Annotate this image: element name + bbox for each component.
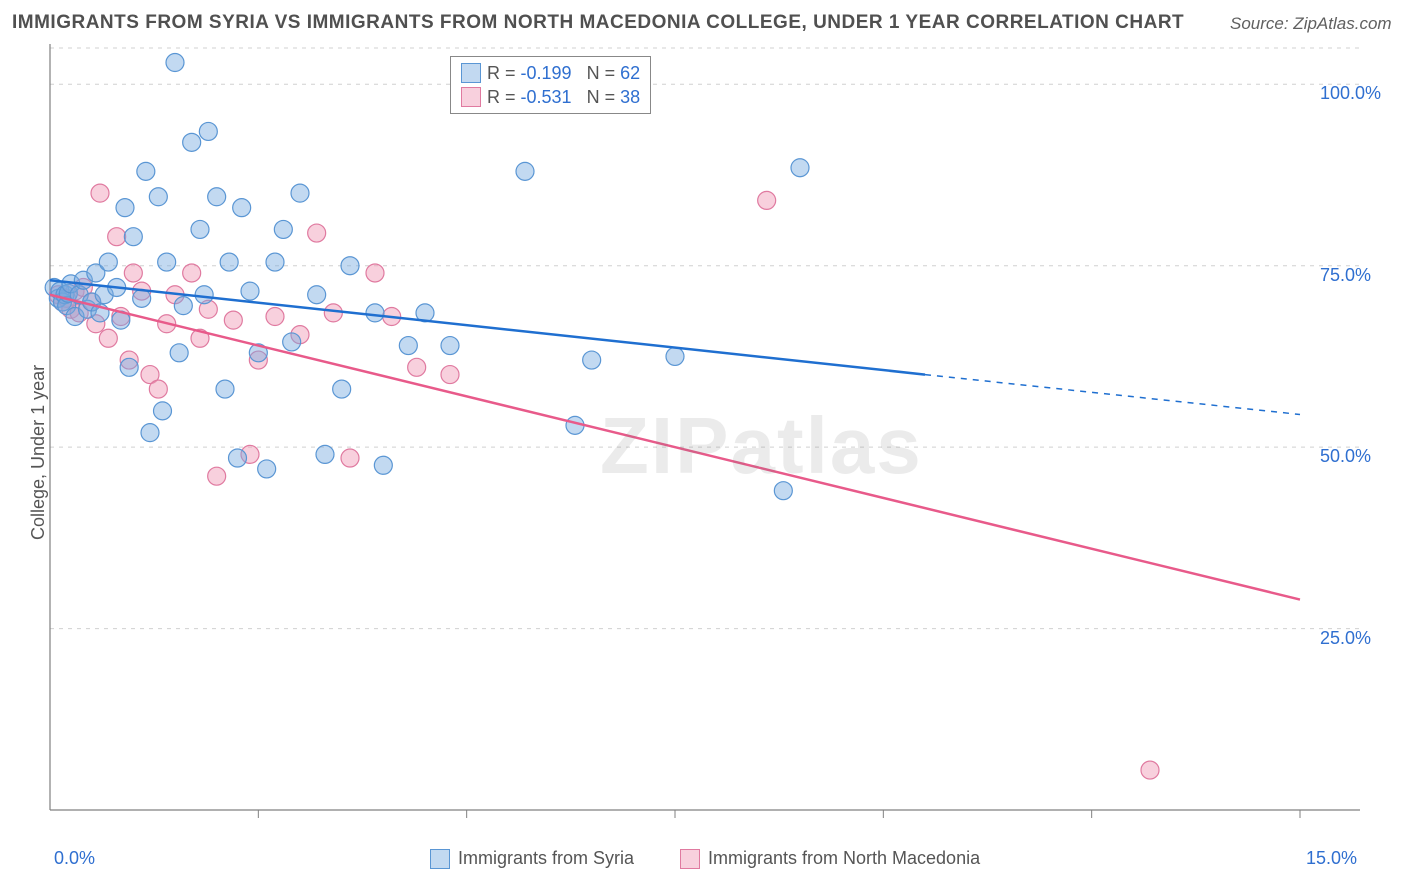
- y-tick-label: 100.0%: [1320, 83, 1381, 104]
- series-legend-syria: Immigrants from Syria: [430, 848, 634, 869]
- legend-row: R = -0.531 N = 38: [461, 85, 640, 109]
- scatter-plot: [0, 0, 1406, 892]
- swatch-icon: [461, 63, 481, 83]
- y-tick-label: 75.0%: [1320, 265, 1371, 286]
- swatch-icon: [461, 87, 481, 107]
- legend-stat-text: R = -0.199 N = 62: [487, 61, 640, 85]
- legend-row: R = -0.199 N = 62: [461, 61, 640, 85]
- swatch-icon: [430, 849, 450, 869]
- x-tick-label: 0.0%: [54, 848, 95, 869]
- y-tick-label: 25.0%: [1320, 628, 1371, 649]
- series-label: Immigrants from Syria: [458, 848, 634, 869]
- y-tick-label: 50.0%: [1320, 446, 1371, 467]
- series-legend-macedonia: Immigrants from North Macedonia: [680, 848, 980, 869]
- series-label: Immigrants from North Macedonia: [708, 848, 980, 869]
- swatch-icon: [680, 849, 700, 869]
- correlation-legend: R = -0.199 N = 62R = -0.531 N = 38: [450, 56, 651, 114]
- chart-container: IMMIGRANTS FROM SYRIA VS IMMIGRANTS FROM…: [0, 0, 1406, 892]
- legend-stat-text: R = -0.531 N = 38: [487, 85, 640, 109]
- x-tick-label: 15.0%: [1306, 848, 1357, 869]
